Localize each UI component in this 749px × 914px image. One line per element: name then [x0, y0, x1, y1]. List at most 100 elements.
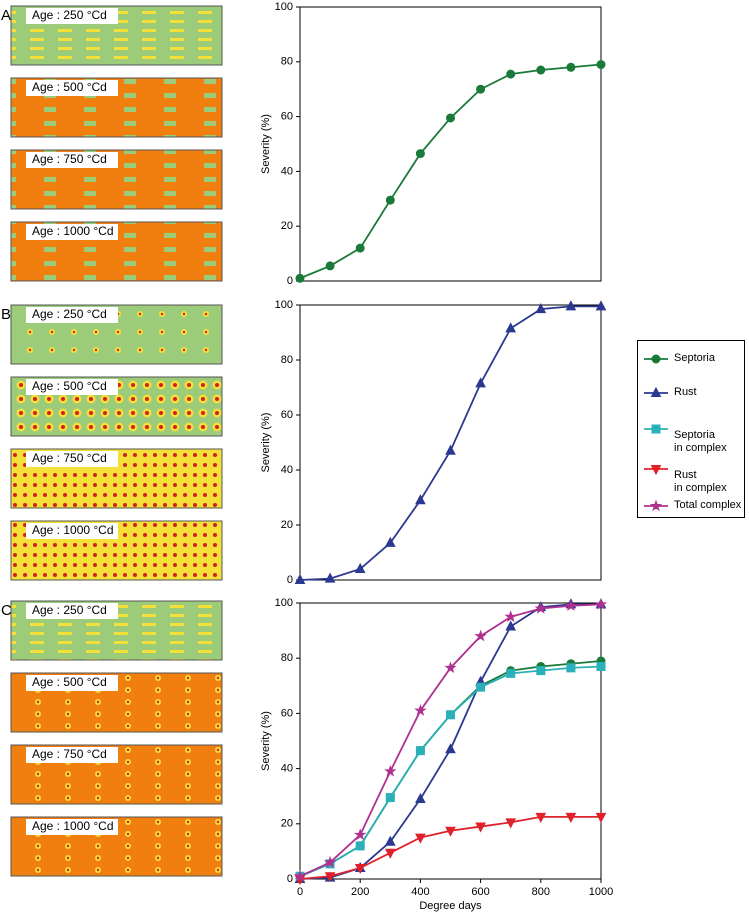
series-line [299, 660, 602, 878]
legend-label: Rust in complex [674, 469, 727, 494]
y-axis-label: Severity (%) [260, 711, 272, 771]
marker [536, 65, 546, 75]
thumbnail-label: Age : 750 °Cd [32, 451, 107, 465]
series-line [299, 665, 602, 878]
marker [415, 494, 426, 505]
marker [384, 848, 396, 859]
marker [324, 572, 336, 583]
y-tick-label: 0 [287, 275, 293, 287]
marker [595, 812, 607, 823]
thumbnail-label: Age : 500 °Cd [32, 80, 107, 94]
thumbnail-label-box [26, 80, 118, 96]
legend-label: Septoria [674, 352, 715, 364]
y-tick-label: 100 [275, 1, 293, 13]
marker [384, 536, 396, 547]
plot-frame [299, 304, 602, 581]
marker [294, 573, 306, 584]
thumbnail-label: Age : 750 °Cd [32, 747, 107, 761]
thumbnail-label: Age : 250 °Cd [32, 8, 107, 22]
marker [354, 562, 366, 573]
marker [355, 243, 365, 253]
marker [535, 812, 547, 823]
marker [535, 303, 547, 314]
y-tick-label: 40 [281, 165, 293, 177]
y-tick-label: 80 [281, 652, 293, 664]
marker [506, 668, 516, 678]
y-tick-label: 40 [281, 464, 293, 476]
y-tick-label: 60 [281, 111, 293, 123]
thumbnail-label-box [26, 8, 118, 24]
marker [445, 743, 456, 754]
marker [414, 704, 427, 716]
legend-marker [651, 354, 661, 364]
marker [415, 792, 426, 803]
legend-marker [649, 499, 663, 512]
marker [595, 300, 607, 311]
thumbnail-label-box [26, 675, 118, 691]
thumbnail-label: Age : 500 °Cd [32, 675, 107, 689]
marker [476, 84, 486, 94]
marker [474, 629, 487, 642]
y-tick-label: 100 [275, 597, 293, 609]
thumbnail-label-box [26, 603, 118, 619]
thumbnail-label-box [26, 523, 118, 539]
marker [353, 828, 367, 841]
plot-frame [299, 6, 602, 282]
marker [415, 833, 426, 844]
thumbnail-label-box [26, 747, 118, 763]
marker [446, 710, 455, 720]
legend-marker [650, 465, 662, 476]
y-tick-label: 0 [287, 574, 293, 586]
marker [476, 682, 486, 692]
x-tick-label: 400 [411, 886, 429, 898]
marker [446, 113, 455, 123]
series-line [299, 305, 601, 581]
marker [534, 601, 548, 614]
marker [596, 60, 606, 70]
series-line [299, 63, 602, 280]
series-line [299, 603, 601, 880]
marker [323, 855, 337, 868]
marker [565, 300, 577, 311]
marker [293, 869, 307, 882]
marker [295, 273, 305, 283]
marker [444, 661, 457, 674]
x-tick-label: 800 [532, 886, 550, 898]
marker [564, 599, 578, 612]
y-axis-label: Severity (%) [260, 413, 272, 473]
marker [445, 444, 456, 455]
marker [505, 818, 517, 829]
y-tick-label: 0 [287, 873, 293, 885]
thumbnail-label: Age : 1000 °Cd [32, 819, 114, 833]
y-tick-label: 80 [281, 56, 293, 68]
marker [566, 62, 576, 72]
y-tick-label: 100 [275, 299, 293, 311]
thumbnail-label: Age : 500 °Cd [32, 379, 107, 393]
thumbnail-label-box [26, 379, 118, 395]
marker [415, 149, 425, 159]
thumbnail-label: Age : 1000 °Cd [32, 224, 114, 238]
panel-label: C [1, 602, 12, 619]
y-axis-label: Severity (%) [260, 114, 272, 174]
thumbnail-label: Age : 750 °Cd [32, 152, 107, 166]
legend-label: Rust [674, 386, 697, 398]
marker [325, 261, 335, 271]
x-axis-label: Degree days [419, 900, 482, 912]
panel-label: A [1, 7, 11, 24]
marker [475, 377, 486, 388]
plot-frame [299, 602, 602, 880]
panel-label: B [1, 306, 11, 323]
marker [475, 822, 486, 833]
marker [355, 841, 365, 851]
x-tick-label: 1000 [589, 886, 613, 898]
y-tick-label: 20 [281, 519, 293, 531]
marker [415, 746, 425, 756]
y-tick-label: 20 [281, 818, 293, 830]
x-tick-label: 200 [351, 886, 369, 898]
legend-label: Septoria in complex [674, 429, 727, 454]
marker [384, 835, 396, 846]
marker [505, 322, 517, 333]
thumbnail-label: Age : 1000 °Cd [32, 523, 114, 537]
